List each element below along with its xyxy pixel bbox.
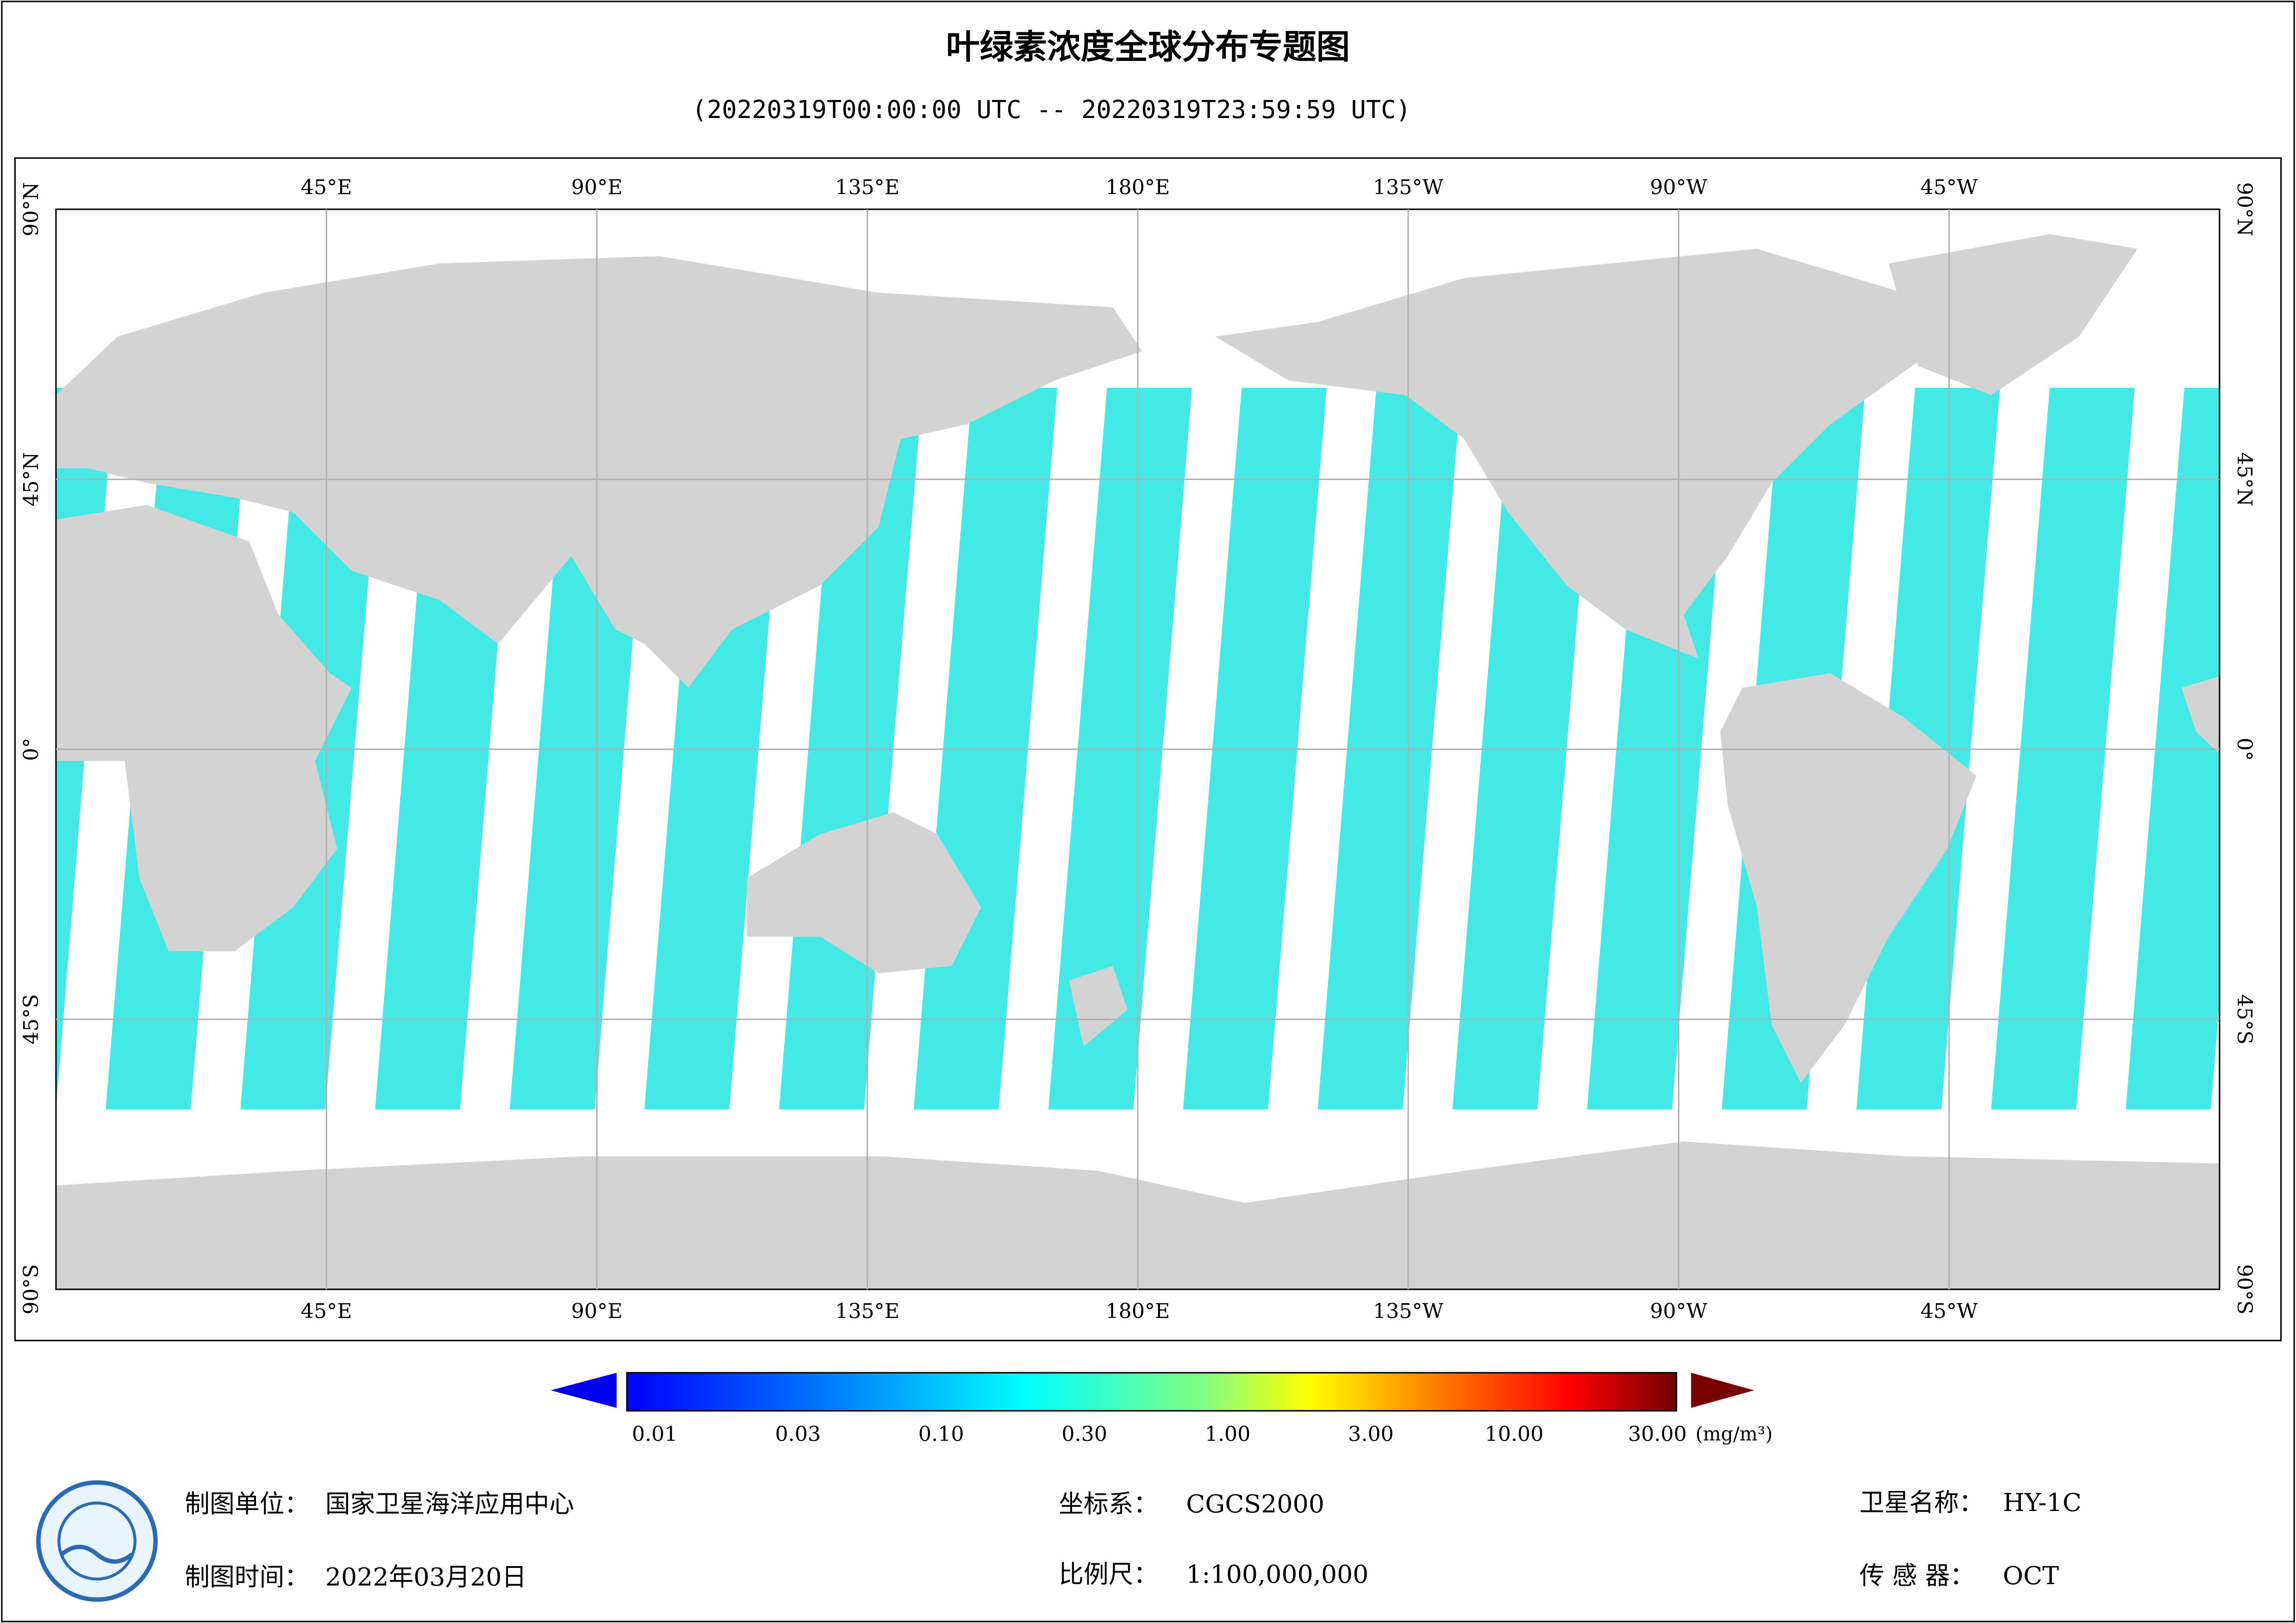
footer-scale-label: 比例尺： bbox=[1059, 1560, 1158, 1589]
footer-satellite: HY-1C bbox=[2003, 1488, 2082, 1517]
land bbox=[1069, 966, 1128, 1047]
colorbar-high-arrow bbox=[1691, 1373, 1754, 1408]
logo bbox=[36, 1480, 158, 1602]
lat-label-right: 45°N bbox=[2233, 452, 2256, 506]
land bbox=[1889, 234, 2138, 395]
colorbar-label: 30.00 bbox=[1628, 1423, 1687, 1446]
footer-scale: 1:100,000,000 bbox=[1186, 1560, 1368, 1589]
colorbar-label: 0.01 bbox=[632, 1423, 678, 1446]
footer-crs-label: 坐标系： bbox=[1059, 1489, 1158, 1518]
lon-label-top: 135°W bbox=[1373, 175, 1444, 199]
title: 叶绿素浓度全球分布专题图 bbox=[946, 28, 1350, 67]
land bbox=[2181, 676, 2220, 754]
lon-label-top: 180°E bbox=[1105, 175, 1170, 199]
footer-sensor: OCT bbox=[2003, 1561, 2059, 1590]
lon-label-bottom: 135°E bbox=[835, 1300, 899, 1323]
lon-label-bottom: 45°E bbox=[301, 1300, 352, 1323]
land bbox=[1720, 673, 1977, 1083]
footer-producer: 国家卫星海洋应用中心 bbox=[325, 1489, 574, 1518]
land bbox=[1215, 249, 1933, 659]
logo-wave bbox=[60, 1544, 134, 1564]
footer-date-label: 制图时间： bbox=[185, 1562, 309, 1592]
lon-label-top: 135°E bbox=[835, 175, 899, 199]
footer-satellite-label: 卫星名称： bbox=[1859, 1488, 1984, 1517]
land bbox=[56, 504, 352, 951]
colorbar-label: 0.03 bbox=[775, 1423, 821, 1446]
lon-label-bottom: 90°W bbox=[1650, 1300, 1707, 1323]
footer-crs: CGCS2000 bbox=[1186, 1489, 1324, 1518]
lat-label-right: 0° bbox=[2233, 738, 2256, 761]
map-frame bbox=[14, 157, 2282, 1342]
colorbar-label: 0.30 bbox=[1061, 1423, 1107, 1446]
land bbox=[747, 812, 981, 973]
lat-label-left: 45°S bbox=[19, 994, 43, 1045]
lat-label-left: 45°N bbox=[19, 452, 43, 506]
lat-label-left: 90°N bbox=[19, 182, 43, 236]
footer-sensor-label: 传 感 器： bbox=[1859, 1561, 1975, 1590]
land bbox=[56, 256, 1142, 688]
lat-label-right: 90°S bbox=[2233, 1264, 2256, 1315]
footer-producer-label: 制图单位： bbox=[185, 1489, 309, 1518]
lat-label-right: 45°S bbox=[2233, 994, 2256, 1045]
colorbar-label: 10.00 bbox=[1485, 1423, 1544, 1446]
colorbar-label: 3.00 bbox=[1348, 1423, 1394, 1446]
colorbar bbox=[626, 1372, 1678, 1412]
lon-label-top: 45°E bbox=[301, 175, 352, 199]
lon-label-bottom: 135°W bbox=[1373, 1300, 1444, 1323]
lon-label-bottom: 90°E bbox=[571, 1300, 623, 1323]
lat-label-left: 0° bbox=[19, 738, 43, 761]
colorbar-label: 0.10 bbox=[918, 1423, 964, 1446]
subtitle: (20220319T00:00:00 UTC -- 20220319T23:59… bbox=[692, 95, 1411, 124]
lon-label-bottom: 45°W bbox=[1921, 1300, 1978, 1323]
colorbar-label: 1.00 bbox=[1205, 1423, 1251, 1446]
lon-label-top: 90°W bbox=[1650, 175, 1707, 199]
lon-label-top: 90°E bbox=[571, 175, 623, 199]
colorbar-low-arrow bbox=[550, 1373, 617, 1408]
colorbar-unit: (mg/m³) bbox=[1696, 1423, 1773, 1445]
lat-label-right: 90°N bbox=[2233, 182, 2256, 236]
lon-label-top: 45°W bbox=[1921, 175, 1978, 199]
footer-date: 2022年03月20日 bbox=[325, 1562, 527, 1592]
lat-label-left: 90°S bbox=[19, 1264, 43, 1315]
lon-label-bottom: 180°E bbox=[1105, 1300, 1170, 1323]
logo-inner bbox=[57, 1501, 137, 1581]
